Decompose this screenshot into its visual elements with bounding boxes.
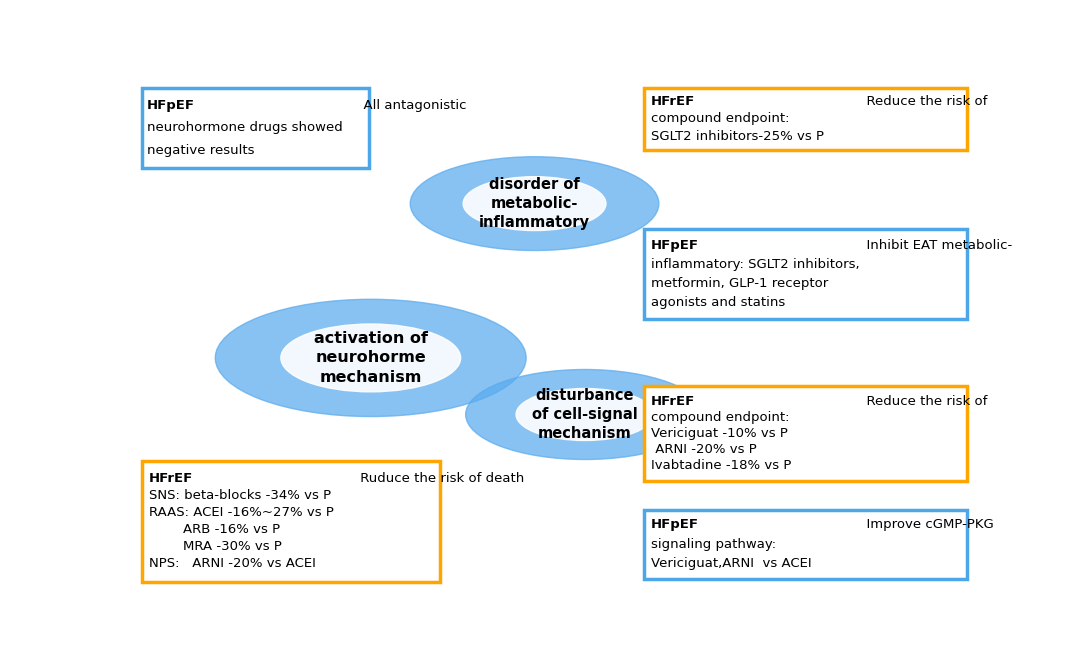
Text: HFpEF: HFpEF [147, 99, 195, 112]
Text: ARB -16% vs P: ARB -16% vs P [149, 523, 280, 536]
FancyBboxPatch shape [142, 88, 369, 168]
Ellipse shape [410, 157, 659, 250]
Text: Improve cGMP-PKG: Improve cGMP-PKG [859, 518, 994, 532]
Text: MRA -30% vs P: MRA -30% vs P [149, 540, 282, 553]
FancyBboxPatch shape [142, 461, 440, 582]
Text: disturbance
of cell-signal
mechanism: disturbance of cell-signal mechanism [532, 388, 637, 441]
Text: Ruduce the risk of death: Ruduce the risk of death [357, 472, 525, 486]
Text: Ivabtadine -18% vs P: Ivabtadine -18% vs P [650, 460, 791, 472]
Text: Inhibit EAT metabolic-: Inhibit EAT metabolic- [859, 239, 1012, 253]
Text: Reduce the risk of: Reduce the risk of [859, 395, 988, 408]
FancyBboxPatch shape [644, 510, 967, 579]
Ellipse shape [463, 176, 606, 230]
Text: ARNI -20% vs P: ARNI -20% vs P [650, 444, 757, 456]
Text: HFrEF: HFrEF [149, 472, 193, 486]
Text: SNS: beta-blocks -34% vs P: SNS: beta-blocks -34% vs P [149, 490, 331, 502]
Text: disorder of
metabolic-
inflammatory: disorder of metabolic- inflammatory [479, 177, 590, 230]
Text: HFrEF: HFrEF [650, 395, 695, 408]
Ellipse shape [281, 324, 461, 392]
Text: compound endpoint:: compound endpoint: [650, 411, 789, 424]
Text: compound endpoint:: compound endpoint: [650, 112, 789, 125]
Text: HFrEF: HFrEF [650, 95, 695, 108]
Ellipse shape [516, 389, 654, 440]
FancyBboxPatch shape [644, 229, 967, 319]
Text: SGLT2 inhibitors-25% vs P: SGLT2 inhibitors-25% vs P [650, 130, 824, 142]
Text: RAAS: ACEI -16%~27% vs P: RAAS: ACEI -16%~27% vs P [149, 506, 334, 519]
Text: All antagonistic: All antagonistic [354, 99, 466, 112]
Ellipse shape [216, 299, 526, 417]
Text: Vericiguat -10% vs P: Vericiguat -10% vs P [650, 428, 788, 440]
Text: neurohormone drugs showed: neurohormone drugs showed [147, 121, 343, 134]
Text: inflammatory: SGLT2 inhibitors,: inflammatory: SGLT2 inhibitors, [650, 259, 860, 271]
FancyBboxPatch shape [644, 386, 967, 482]
Ellipse shape [466, 369, 705, 460]
Text: agonists and statins: agonists and statins [650, 296, 785, 309]
Text: NPS:   ARNI -20% vs ACEI: NPS: ARNI -20% vs ACEI [149, 557, 315, 570]
Text: HFpEF: HFpEF [650, 518, 699, 532]
Text: signaling pathway:: signaling pathway: [650, 538, 776, 551]
Text: metformin, GLP-1 receptor: metformin, GLP-1 receptor [650, 277, 828, 291]
Text: Vericiguat,ARNI  vs ACEI: Vericiguat,ARNI vs ACEI [650, 557, 812, 570]
Text: HFpEF: HFpEF [650, 239, 699, 253]
Text: activation of
neurohorme
mechanism: activation of neurohorme mechanism [313, 331, 428, 385]
FancyBboxPatch shape [644, 88, 967, 150]
Text: negative results: negative results [147, 144, 255, 156]
Text: Reduce the risk of: Reduce the risk of [859, 95, 988, 108]
